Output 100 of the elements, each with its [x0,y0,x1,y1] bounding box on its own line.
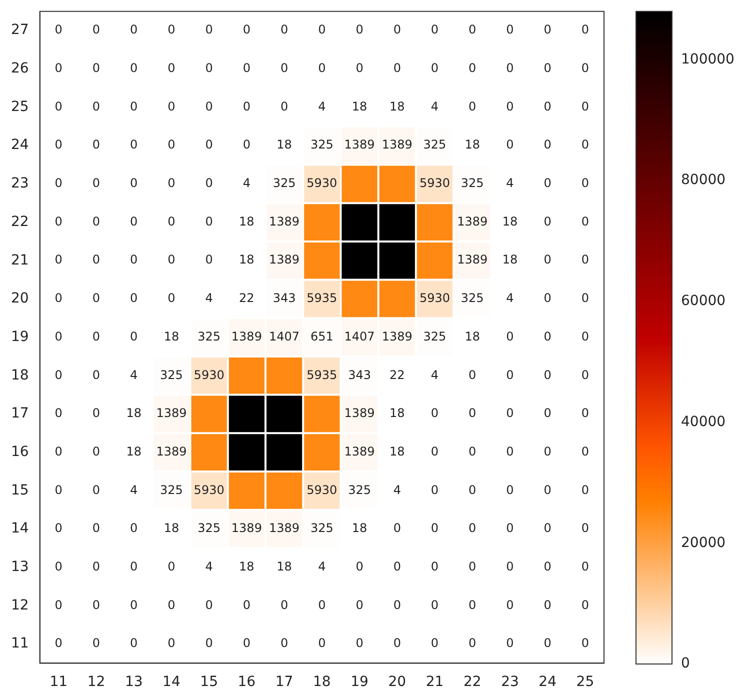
data-label: 0 [544,22,552,37]
data-label: 0 [242,61,251,76]
data-label: 0 [356,61,364,76]
data-label: 0 [168,598,176,612]
data-label: 0 [506,99,514,114]
y-tick-label: 17 [10,406,29,422]
data-label: 0 [130,176,138,190]
data-label: 0 [544,598,552,612]
y-tick-label: 11 [10,636,29,652]
data-label: 0 [356,636,364,650]
data-label: 0 [54,214,62,228]
data-label: 0 [544,521,552,536]
data-label: 0 [168,636,176,650]
data-label: 0 [393,61,401,76]
data-label: 0 [430,22,439,37]
data-label: 0 [581,406,590,420]
data-label: 0 [544,559,552,574]
data-label: 0 [356,598,364,612]
data-label: 0 [581,176,590,190]
x-tick-label: 17 [275,674,294,690]
x-tick-label: 19 [350,674,368,690]
data-label: 0 [544,329,552,344]
data-label: 0 [506,368,514,382]
data-label: 0 [54,252,62,267]
data-label: 0 [205,598,213,612]
data-label: 0 [54,406,62,420]
data-label: 0 [130,559,138,574]
data-label: 0 [581,138,590,152]
data-label: 0 [581,521,590,536]
data-label: 0 [92,176,100,190]
data-label: 0 [506,521,514,536]
data-label: 0 [430,636,439,650]
data-label: 0 [506,329,514,344]
data-label: 0 [92,482,100,497]
data-label: 0 [54,138,62,152]
data-label: 0 [54,291,62,306]
y-tick-label: 19 [10,328,29,345]
y-tick-label: 18 [10,367,29,384]
data-label: 0 [168,22,176,37]
data-label: 18 [389,99,405,114]
data-label: 0 [544,138,552,152]
data-label: 0 [544,406,552,420]
data-label: 0 [242,99,251,114]
data-label: 0 [506,138,514,152]
y-tick-label: 27 [10,22,29,38]
data-label: 0 [92,291,100,306]
data-label: 0 [581,329,590,344]
y-tick-label: 12 [10,597,29,614]
data-label: 0 [506,598,514,612]
data-label: 0 [468,22,476,37]
data-label: 0 [54,559,62,574]
color-bar-label: 80000 [681,172,726,188]
data-label: 0 [92,559,100,574]
data-label: 0 [130,252,138,267]
data-label: 0 [280,598,288,612]
data-label: 0 [242,598,251,612]
data-label: 0 [544,636,552,650]
data-label: 0 [92,444,100,458]
data-label: 0 [544,252,552,267]
data-label: 0 [506,61,514,76]
data-label: 0 [280,22,288,37]
data-label: 0 [581,444,590,458]
data-label: 0 [468,559,476,574]
data-label: 0 [280,636,288,650]
data-label: 0 [130,636,138,650]
data-label: 0 [393,22,401,37]
data-label: 0 [581,368,590,382]
data-label: 0 [205,99,213,114]
data-label: 0 [92,368,100,382]
data-label: 0 [54,482,62,497]
data-label: 0 [430,559,439,574]
data-label: 0 [130,22,138,37]
data-label: 0 [92,598,100,612]
data-label: 0 [506,636,514,650]
data-label: 0 [54,521,62,536]
data-label: 18 [126,406,142,420]
data-label: 0 [54,368,62,382]
data-label: 0 [92,406,100,420]
data-label: 0 [318,636,326,650]
data-label: 18 [502,252,518,267]
data-label: 0 [168,99,176,114]
data-label: 0 [54,598,62,612]
data-label: 0 [130,138,138,152]
data-label: 0 [581,636,590,650]
y-tick-label: 24 [10,137,29,154]
data-label: 0 [468,598,476,612]
data-label: 0 [581,252,590,267]
data-label: 0 [430,598,439,612]
data-label: 0 [544,176,552,190]
data-label: 0 [506,444,514,458]
color-bar-label: 0 [681,656,690,672]
data-label: 18 [126,444,142,458]
y-tick-label: 15 [10,482,29,498]
data-label: 0 [130,61,138,76]
y-tick-label: 14 [10,520,29,537]
data-label: 18 [276,559,292,574]
data-label: 0 [544,368,552,382]
data-label: 0 [544,99,552,114]
data-label: 0 [318,61,326,76]
data-label: 0 [393,636,401,650]
